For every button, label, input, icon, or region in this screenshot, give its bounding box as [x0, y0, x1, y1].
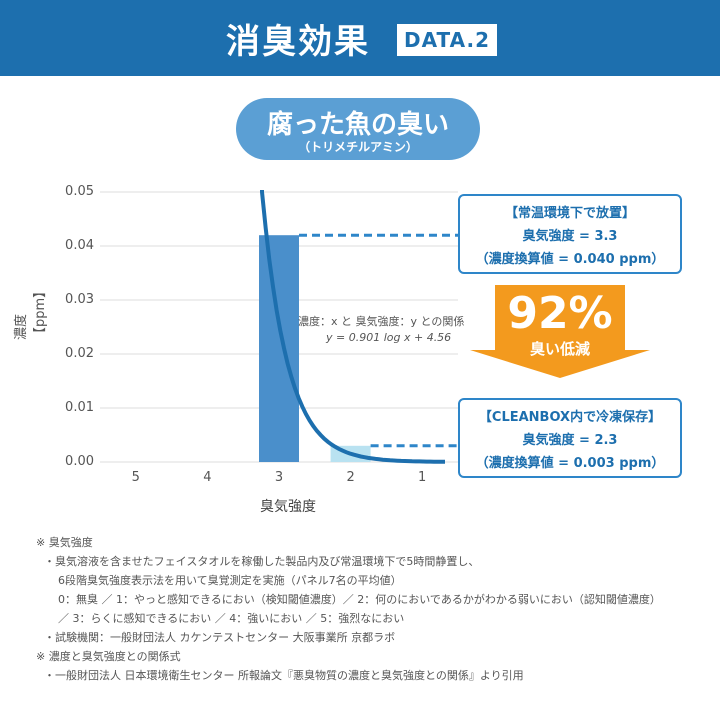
note-line: ※ 濃度と臭気強度との関係式 [36, 650, 181, 663]
page-title: 消臭効果 [226, 22, 370, 62]
callout-freezer-intensity: 臭気強度 = 2.3 [522, 433, 618, 448]
x-tick-label: 2 [346, 470, 355, 485]
note-line: ・臭気溶液を含ませたフェイスタオルを稼働した製品内及び常温環境下で5時間静置し、 [44, 555, 480, 568]
formula-line-2: y = 0.901 log x + 4.56 [326, 331, 452, 344]
data-badge: DATA.2 [397, 24, 497, 56]
formula-annotation: 濃度：x と 臭気強度：y との関係 y = 0.901 log x + 4.5… [298, 314, 488, 346]
x-tick-label: 1 [418, 470, 427, 485]
chart-svg [100, 190, 650, 464]
note-line: ／ 3：らくに感知できるにおい ／ 4：強いにおい ／ 5：強烈なにおい [58, 612, 405, 625]
y-tick-label: 0.02 [65, 346, 94, 361]
x-tick-label: 5 [131, 470, 140, 485]
y-tick-label: 0.03 [65, 292, 94, 307]
y-tick-label: 0.01 [65, 400, 94, 415]
relationship-curve [260, 190, 445, 464]
reduction-percent: 92% [507, 288, 613, 339]
formula-line-1: 濃度：x と 臭気強度：y との関係 [298, 315, 465, 328]
callout-room-temp-heading: 【常温環境下で放置】 [504, 206, 635, 221]
bar-intensity-3 [259, 235, 299, 462]
note-line: ※ 臭気強度 [36, 536, 93, 549]
callout-freezer: 【CLEANBOX内で冷凍保存】 臭気強度 = 2.3 （濃度換算値 = 0.0… [458, 398, 682, 478]
note-line: ・試験機関：一般財団法人 カケンテストセンター 大阪事業所 京都ラボ [44, 631, 396, 644]
odor-title: 腐った魚の臭い [266, 110, 449, 140]
callout-freezer-concentration: （濃度換算値 = 0.003 ppm） [475, 456, 665, 471]
y-axis-label: 濃度【ppm】 [14, 284, 48, 340]
callout-room-temp: 【常温環境下で放置】 臭気強度 = 3.3 （濃度換算値 = 0.040 ppm… [458, 194, 682, 274]
callout-room-temp-intensity: 臭気強度 = 3.3 [522, 229, 618, 244]
chart-dashed-leaders [299, 233, 458, 448]
reduction-arrow [470, 285, 650, 378]
reduction-label: 92% 臭い低減 [500, 290, 620, 359]
x-tick-label: 3 [274, 470, 284, 485]
odor-subtitle: （トリメチルアミン） [298, 140, 418, 154]
y-tick-label: 0.05 [65, 184, 94, 199]
y-tick-label: 0.00 [65, 454, 94, 469]
x-tick-label: 4 [203, 470, 212, 485]
odor-title-pill: 腐った魚の臭い （トリメチルアミン） [236, 98, 480, 160]
x-axis-label: 臭気強度 [260, 499, 316, 515]
callout-freezer-heading: 【CLEANBOX内で冷凍保存】 [478, 410, 662, 425]
y-tick-label: 0.04 [65, 238, 94, 253]
note-line: ・一般財団法人 日本環境衛生センター 所報論文『悪臭物質の濃度と臭気強度との関係… [44, 669, 524, 682]
footnotes: ※ 臭気強度 ・臭気溶液を含ませたフェイスタオルを稼働した製品内及び常温環境下で… [36, 533, 696, 685]
header-bar: 消臭効果 DATA.2 [0, 0, 720, 76]
callout-room-temp-concentration: （濃度換算値 = 0.040 ppm） [475, 252, 665, 267]
note-line: 0：無臭 ／ 1：やっと感知できるにおい（検知閾値濃度）／ 2：何のにおいである… [58, 593, 661, 606]
reduction-text: 臭い低減 [529, 340, 590, 358]
note-line: 6段階臭気強度表示法を用いて臭覚測定を実施（パネル7名の平均値） [58, 574, 402, 587]
